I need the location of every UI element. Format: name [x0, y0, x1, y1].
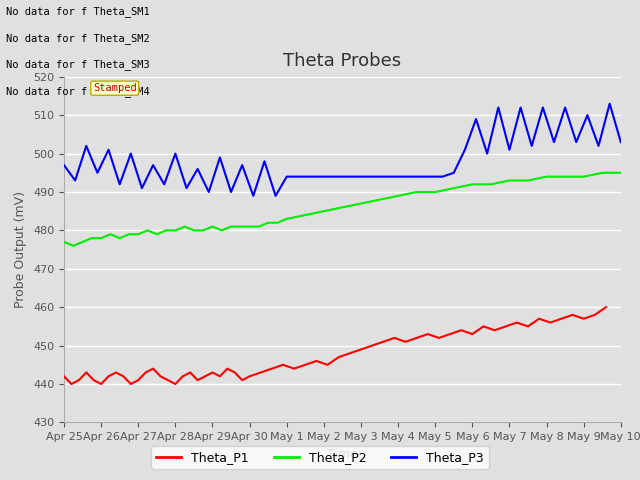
- Title: Theta Probes: Theta Probes: [284, 52, 401, 70]
- Text: No data for f Theta_SM2: No data for f Theta_SM2: [6, 33, 150, 44]
- Y-axis label: Probe Output (mV): Probe Output (mV): [15, 191, 28, 308]
- Text: No data for f Theta_SM4: No data for f Theta_SM4: [6, 85, 150, 96]
- X-axis label: Time: Time: [327, 448, 358, 461]
- Legend: Theta_P1, Theta_P2, Theta_P3: Theta_P1, Theta_P2, Theta_P3: [151, 446, 489, 469]
- Text: No data for f Theta_SM1: No data for f Theta_SM1: [6, 6, 150, 17]
- Text: Stamped: Stamped: [93, 83, 136, 93]
- Text: No data for f Theta_SM3: No data for f Theta_SM3: [6, 59, 150, 70]
